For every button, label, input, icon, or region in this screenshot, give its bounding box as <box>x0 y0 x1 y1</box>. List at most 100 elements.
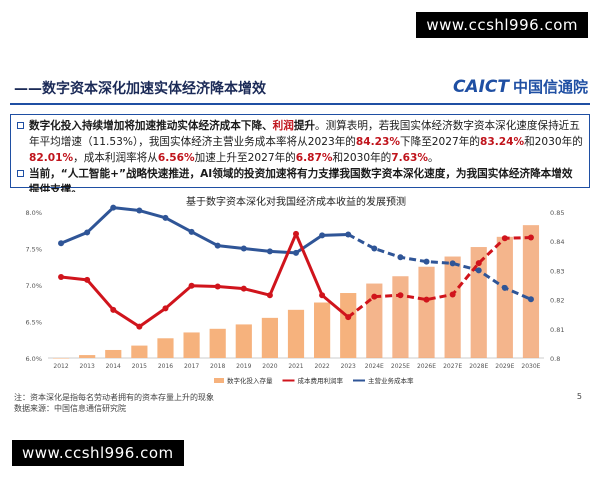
bar-2028E <box>470 247 487 358</box>
bar-2018 <box>209 328 226 358</box>
p1-rise: 提升 <box>293 120 316 132</box>
profit-rate-point-2020 <box>266 292 273 299</box>
y-right-tick-label: 0.82 <box>550 297 564 305</box>
cost-rate-point-2026E <box>423 258 430 265</box>
legend-swatch-bar <box>214 378 224 383</box>
profit-rate-point-2026E <box>423 296 430 303</box>
profit-rate-2030: 7.63% <box>391 152 429 164</box>
cost-rate-point-2018 <box>214 242 221 249</box>
p1-text-b: 下降至2027年的 <box>400 136 480 148</box>
cost-rate-point-2027E <box>449 260 456 267</box>
profit-rate-point-2012 <box>58 273 65 280</box>
p1-text-d: ，成本利润率将从 <box>73 152 158 164</box>
page-number: 5 <box>576 392 582 401</box>
profit-rate-point-2029E <box>501 235 508 242</box>
cost-rate-point-2015 <box>136 207 143 214</box>
p1-text-c: 和2030年的 <box>524 136 583 148</box>
x-tick-label: 2013 <box>80 363 95 370</box>
forecast-chart: 基于数字资本深化对我国经济成本收益的发展预测 6.0% 6.5% 7.0% 7.5% 8.… <box>14 192 586 392</box>
profit-rate-point-2028E <box>475 260 482 267</box>
footnote-source: 数据来源：中国信息通信研究院 <box>14 404 126 413</box>
bar-2019 <box>235 324 252 358</box>
y-right-tick-label: 0.83 <box>550 267 564 275</box>
profit-rate-point-2014 <box>110 306 117 313</box>
profit-rate-line-actual <box>60 232 350 329</box>
cost-rate-point-2022 <box>319 232 326 239</box>
x-tick-label: 2025E <box>391 363 410 370</box>
x-tick-label: 2020 <box>262 363 277 370</box>
cost-rate-line-forecast <box>347 233 532 301</box>
bar-2012 <box>52 358 70 359</box>
y-left-tick-label: 6.0% <box>25 355 42 363</box>
x-tick-label: 2017 <box>184 363 199 370</box>
profit-rate-point-2022 <box>319 292 326 299</box>
x-tick-label: 2018 <box>210 363 225 370</box>
cost-rate-point-2024E <box>371 245 378 252</box>
x-tick-label: 2014 <box>106 363 121 370</box>
legend-label-bar: 数字化投入存量 <box>227 376 273 385</box>
profit-rate-point-2019 <box>240 285 247 292</box>
bar-2029E <box>496 236 513 358</box>
bar-2030E <box>522 225 540 358</box>
profit-rate-point-2018 <box>214 283 221 290</box>
legend-label-cost: 主营业务成本率 <box>368 376 414 385</box>
cost-rate-point-2030E <box>527 296 534 303</box>
watermark-top: www.ccshl996.com <box>416 12 588 38</box>
bar-2017 <box>183 332 200 358</box>
profit-rate-point-2030E <box>527 234 534 241</box>
footnote-note: 注：资本深化是指每名劳动者拥有的资本存量上升的现象 <box>14 393 214 402</box>
chart-svg: 基于数字资本深化对我国经济成本收益的发展预测 6.0% 6.5% 7.0% 7.5% 8.… <box>14 192 586 392</box>
x-tick-label: 2023 <box>341 363 356 370</box>
bar-2027E <box>444 256 461 358</box>
bar-2025E <box>392 276 409 358</box>
title-rule <box>10 103 590 105</box>
profit-rate-point-2023 <box>345 314 352 321</box>
bar-2013 <box>79 355 96 358</box>
p1-text-g: 。 <box>428 152 439 164</box>
x-tick-label: 2024E <box>365 363 384 370</box>
p1-text-f: 和2030年的 <box>332 152 392 164</box>
summary-box: 数字化投入持续增加将加速推动实体经济成本下降、利润提升。测算表明，若我国实体经济… <box>10 114 590 196</box>
profit-rate-point-2013 <box>84 276 91 283</box>
cost-rate-point-2016 <box>162 214 169 221</box>
bar-2014 <box>105 349 122 358</box>
cost-rate-point-2021 <box>293 249 299 256</box>
y-right-tick-label: 0.84 <box>550 238 564 246</box>
x-tick-label: 2012 <box>53 363 68 370</box>
square-bullet-icon <box>17 122 24 129</box>
cost-rate-2030: 82.01% <box>29 152 74 164</box>
logo-cn: 中国信通院 <box>512 78 588 96</box>
x-tick-label: 2015 <box>132 363 147 370</box>
cost-rate-point-2013 <box>84 229 91 236</box>
chart-title: 基于数字资本深化对我国经济成本收益的发展预测 <box>186 195 406 208</box>
page-title: ——数字资本深化加速实体经济降本增效 <box>14 81 266 97</box>
x-tick-label: 2029E <box>495 363 514 370</box>
x-tick-label: 2021 <box>288 363 303 370</box>
y-left-tick-label: 8.0% <box>25 209 42 217</box>
bar-2022 <box>314 302 331 358</box>
profit-rate-point-2016 <box>162 305 169 312</box>
cost-rate-point-2020 <box>266 248 273 255</box>
profit-rate-2027: 6.87% <box>295 152 333 164</box>
bar-2026E <box>418 266 435 358</box>
legend-label-profit: 成本费用利润率 <box>298 376 344 385</box>
x-tick-label: 2019 <box>236 363 251 370</box>
square-bullet-icon <box>17 170 24 177</box>
y-left-tick-label: 7.5% <box>25 246 42 254</box>
p1-lead: 数字化投入持续增加将加速推动实体经济成本下降、 <box>29 120 273 132</box>
cost-rate-line-actual <box>60 206 349 255</box>
p1-text-e: 加速上升至2027年的 <box>194 152 296 164</box>
cost-rate-point-2023 <box>345 231 352 238</box>
y-left-tick-label: 6.5% <box>25 319 42 327</box>
p1-text-a: 。测算表明，若我国实体经济数字资本深化速度保持近五年平均增速（11.53%），我… <box>29 120 580 148</box>
bar-2023 <box>340 293 357 358</box>
bar-2021 <box>287 309 305 358</box>
cost-rate-point-2012 <box>58 240 65 247</box>
cost-rate-2027: 83.24% <box>479 136 525 148</box>
profit-rate-point-2017 <box>188 282 195 289</box>
profit-rate-point-2024E <box>371 293 378 300</box>
bar-2015 <box>131 345 148 358</box>
summary-paragraph-1: 数字化投入持续增加将加速推动实体经济成本下降、利润提升。测算表明，若我国实体经济… <box>17 118 583 166</box>
cost-rate-point-2014 <box>110 204 117 211</box>
y-right-tick-label: 0.81 <box>550 326 564 334</box>
